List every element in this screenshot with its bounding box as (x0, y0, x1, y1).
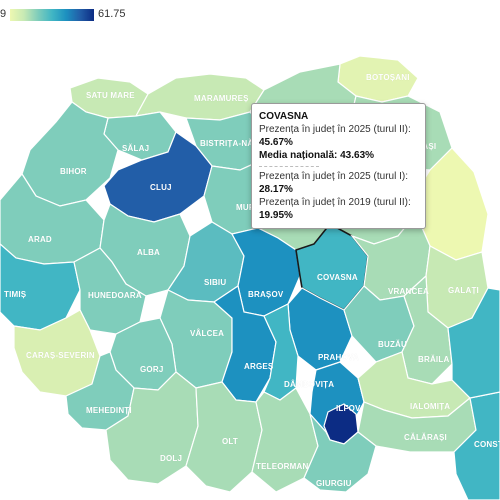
label-satu-mare: SATU MARE (86, 91, 135, 100)
label-teleorman: TELEORMAN (256, 462, 308, 471)
county-braila[interactable] (401, 274, 453, 385)
label-ilfov: ILFOV (336, 404, 361, 413)
label-caras-severin: CARAȘ-SEVERIN (26, 351, 95, 360)
label-prahova: PRAHOVA (318, 353, 359, 362)
label-giurgiu: GIURGIU (316, 479, 352, 488)
label-bistrita-nasaud: BISTRIȚA-NĂSĂUD (200, 139, 277, 148)
tooltip-round1-2025-label: Prezența în județ în 2025 (turul I): (259, 171, 408, 182)
legend-min-label: 9 (0, 8, 7, 20)
county-timis[interactable] (0, 243, 81, 331)
label-bihor: BIHOR (60, 167, 87, 176)
label-calarasi: CĂLĂRAȘI (404, 433, 447, 442)
county-tooltip: COVASNA Prezența în județ în 2025 (turul… (251, 103, 426, 229)
label-sibiu: SIBIU (204, 278, 226, 287)
tooltip-round1-2025-value: 28.17% (259, 184, 293, 195)
label-gorj: GORJ (140, 365, 163, 374)
label-buzau: BUZĂU (378, 340, 407, 349)
label-olt: OLT (222, 437, 238, 446)
color-legend: 9 61.75 (0, 0, 500, 24)
tooltip-separator (259, 166, 319, 167)
tooltip-title: COVASNA (259, 111, 309, 122)
tooltip-round2-2025-value: 45.67% (259, 137, 293, 148)
label-botosani: BOTOȘANI (366, 73, 410, 82)
label-arges: ARGEȘ (244, 362, 274, 371)
label-hunedoara: HUNEDOARA (88, 291, 142, 300)
label-iasi: IAȘI (420, 142, 436, 151)
label-arad: ARAD (28, 235, 52, 244)
label-timis: TIMIȘ (4, 290, 27, 299)
label-dambovita: DÂMBOVIȚA (284, 380, 334, 389)
county-giurgiu[interactable] (303, 413, 377, 493)
label-maramures: MARAMUREȘ (194, 94, 249, 103)
label-covasna: COVASNA (317, 273, 358, 282)
legend-color-scale (10, 9, 94, 21)
tooltip-round2-2019-label: Prezența în județ în 2019 (turul II): (259, 197, 411, 208)
label-vrancea: VRANCEA (388, 287, 429, 296)
label-brasov: BRAȘOV (248, 290, 284, 299)
county-bihor[interactable] (21, 101, 119, 207)
legend-max-label: 61.75 (98, 8, 126, 20)
label-constanta: CONSTANȚA (474, 440, 500, 449)
label-braila: BRĂILA (418, 355, 449, 364)
tooltip-national-average: Media națională: 43.63% (259, 150, 375, 161)
label-alba: ALBA (137, 248, 160, 257)
county-constanta[interactable] (453, 391, 500, 500)
county-tulcea[interactable] (447, 287, 500, 399)
label-cluj: CLUJ (150, 183, 172, 192)
label-galati: GALAȚI (448, 286, 479, 295)
county-arges[interactable] (213, 285, 277, 403)
label-ialomita: IALOMIȚA (410, 402, 450, 411)
label-salaj: SĂLAJ (122, 144, 149, 153)
label-dolj: DOLJ (160, 454, 182, 463)
tooltip-round2-2019-value: 19.95% (259, 210, 293, 221)
tooltip-round2-2025-label: Prezența în județ în 2025 (turul II): (259, 124, 411, 135)
label-valcea: VÂLCEA (190, 329, 224, 338)
label-mehedinti: MEHEDINȚI (86, 406, 132, 415)
